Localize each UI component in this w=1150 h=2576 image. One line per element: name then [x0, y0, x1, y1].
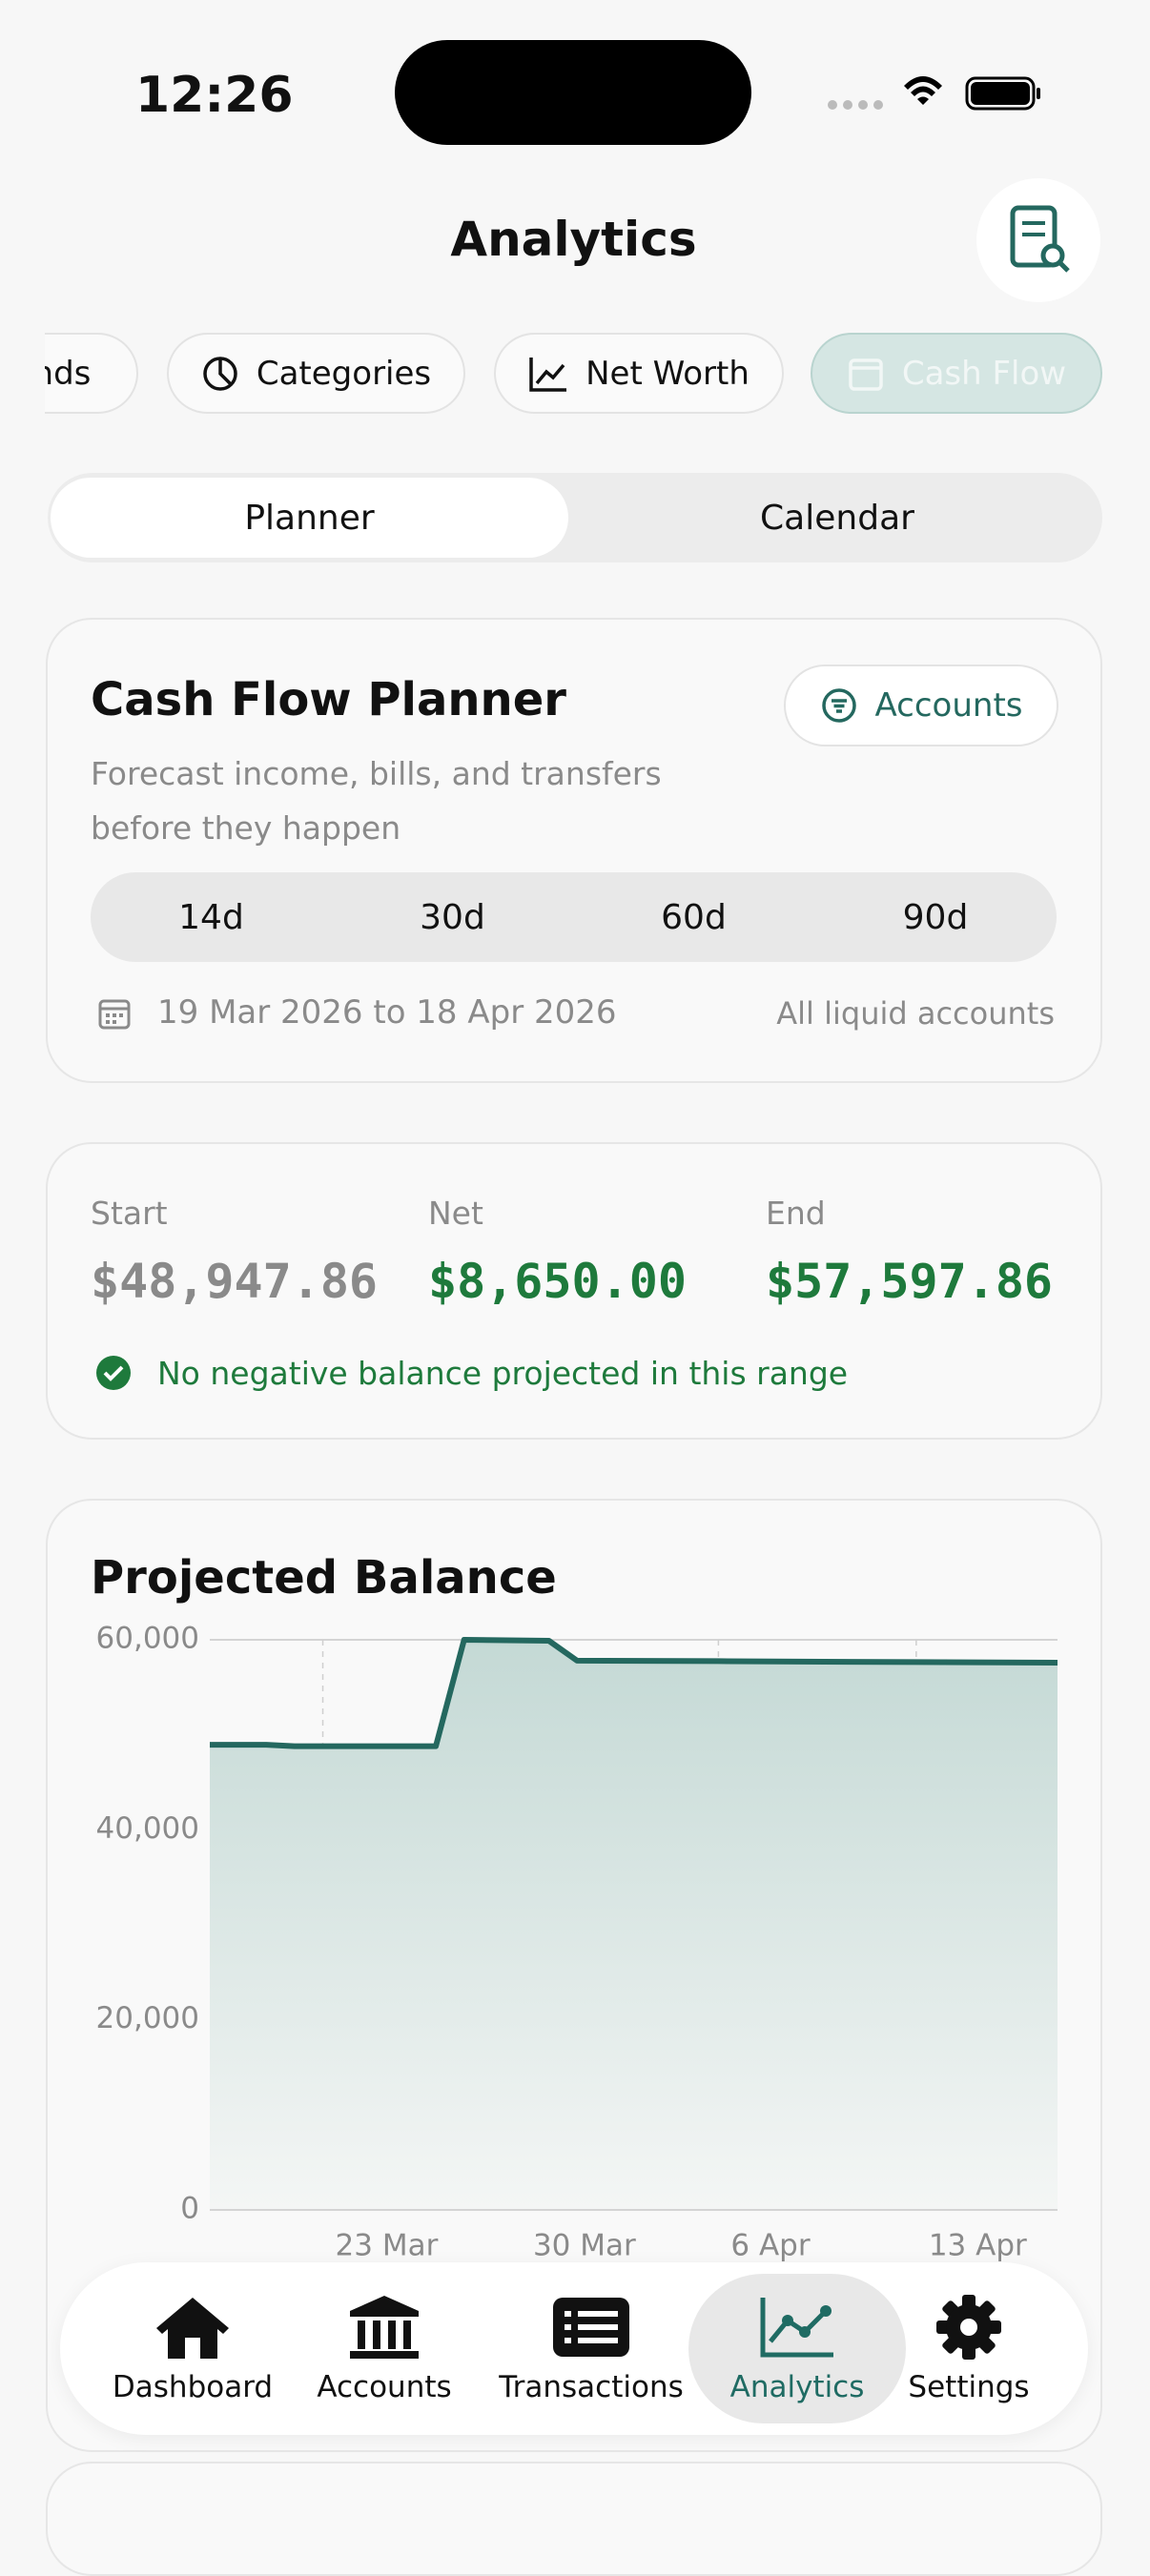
page: 12:26 Analytics Trends Categories Net Wo… — [45, 40, 1150, 2576]
range-label: 90d — [902, 897, 969, 937]
chip-label: Trends — [45, 354, 92, 393]
tab-icon — [936, 2294, 1001, 2360]
range-label: 30d — [420, 897, 485, 937]
chip[interactable]: Categories — [167, 333, 465, 414]
tab-label: Transactions — [499, 2369, 684, 2404]
segment[interactable]: Calendar — [575, 478, 1099, 558]
card-subtitle: Forecast income, bills, and transfers be… — [91, 755, 662, 847]
tab-label: Accounts — [317, 2369, 452, 2404]
date-range: 19 Mar 2026 to 18 Apr 2026 — [157, 993, 617, 1032]
tab-icon — [553, 2297, 629, 2357]
y-tick-label: 20,000 — [96, 2001, 199, 2035]
report-icon — [1010, 205, 1070, 273]
report-button[interactable] — [976, 178, 1100, 302]
chart-title: Projected Balance — [91, 1551, 557, 1605]
chart: Projected Balance 0 20,000 40,000 60,000 23 … — [91, 1551, 1058, 2263]
chip-label: Net Worth — [585, 354, 750, 393]
tab-label: Analytics — [729, 2369, 865, 2404]
range-selector: 14d 30d 60d 90d — [91, 872, 1057, 962]
tab-icon — [350, 2295, 419, 2359]
x-tick-label: 23 Mar — [336, 2229, 439, 2263]
summary-label: Net — [428, 1195, 483, 1232]
range-option[interactable]: 90d — [814, 872, 1057, 962]
card-title: Cash Flow Planner — [91, 673, 566, 726]
summary-value: $8,650.00 — [428, 1254, 687, 1309]
chip-label: Categories — [256, 354, 432, 393]
range-option[interactable]: 30d — [332, 872, 573, 962]
button-label: Accounts — [874, 686, 1023, 725]
page-title: Analytics — [450, 212, 697, 267]
planner-card: Cash Flow Planner Accounts Forecast inco… — [46, 618, 1102, 1083]
tab-label: Dashboard — [112, 2369, 274, 2404]
tab[interactable]: Dashboard — [88, 2262, 298, 2435]
segment-label: Planner — [244, 498, 375, 538]
segment-selected[interactable]: Planner — [51, 478, 568, 558]
y-tick-label: 0 — [180, 2192, 199, 2226]
tab-selected[interactable]: Analytics — [688, 2274, 906, 2423]
y-tick-label: 40,000 — [96, 1811, 199, 1846]
summary-note: No negative balance projected in this ra… — [157, 1355, 849, 1392]
accounts-button[interactable]: Accounts — [784, 664, 1058, 746]
range-label: 60d — [661, 897, 727, 937]
area — [210, 1640, 1058, 2210]
y-tick-label: 60,000 — [96, 1622, 199, 1656]
chip-row: Trends Categories Net Worth Cash Flow — [45, 333, 1150, 414]
calendar-icon — [98, 999, 131, 1030]
segmented-control: Planner Calendar — [48, 473, 1102, 562]
tab-label: Settings — [908, 2369, 1030, 2404]
filter-icon — [821, 688, 856, 723]
chip-icon — [849, 358, 883, 391]
range-option[interactable]: 60d — [573, 872, 814, 962]
summary-card: Start Net End $48,947.86 $8,650.00 $57,5… — [46, 1142, 1102, 1440]
accounts-scope: All liquid accounts — [776, 995, 1055, 1032]
chip-label: Cash Flow — [901, 354, 1067, 393]
summary-label: Start — [91, 1195, 168, 1232]
chip[interactable]: Net Worth — [494, 333, 784, 414]
tab[interactable]: Transactions — [486, 2262, 696, 2435]
x-tick-label: 30 Mar — [533, 2229, 636, 2263]
status-icons — [828, 76, 1040, 111]
chip[interactable]: Trends — [45, 333, 138, 414]
chip-icon — [529, 357, 567, 392]
tab-icon — [760, 2297, 833, 2357]
range-label: 14d — [178, 897, 244, 937]
tab-icon — [156, 2297, 229, 2359]
chip-icon — [203, 356, 237, 391]
dynamic-island — [395, 40, 751, 145]
chip-selected[interactable]: Cash Flow — [811, 333, 1102, 414]
summary-value: $57,597.86 — [766, 1254, 1054, 1309]
check-icon — [96, 1356, 131, 1390]
x-tick-label: 13 Apr — [929, 2229, 1027, 2263]
tab[interactable]: Accounts — [279, 2262, 489, 2435]
tab-bar: Dashboard Accounts Transactions Analytic… — [60, 2262, 1088, 2435]
summary-label: End — [766, 1195, 826, 1232]
segment-label: Calendar — [760, 498, 914, 538]
clock: 12:26 — [135, 67, 294, 124]
range-option[interactable]: 14d — [91, 872, 332, 962]
tab[interactable]: Settings — [864, 2262, 1074, 2435]
line — [210, 1637, 1058, 1749]
summary-value: $48,947.86 — [91, 1254, 379, 1309]
x-tick-label: 6 Apr — [730, 2229, 810, 2263]
